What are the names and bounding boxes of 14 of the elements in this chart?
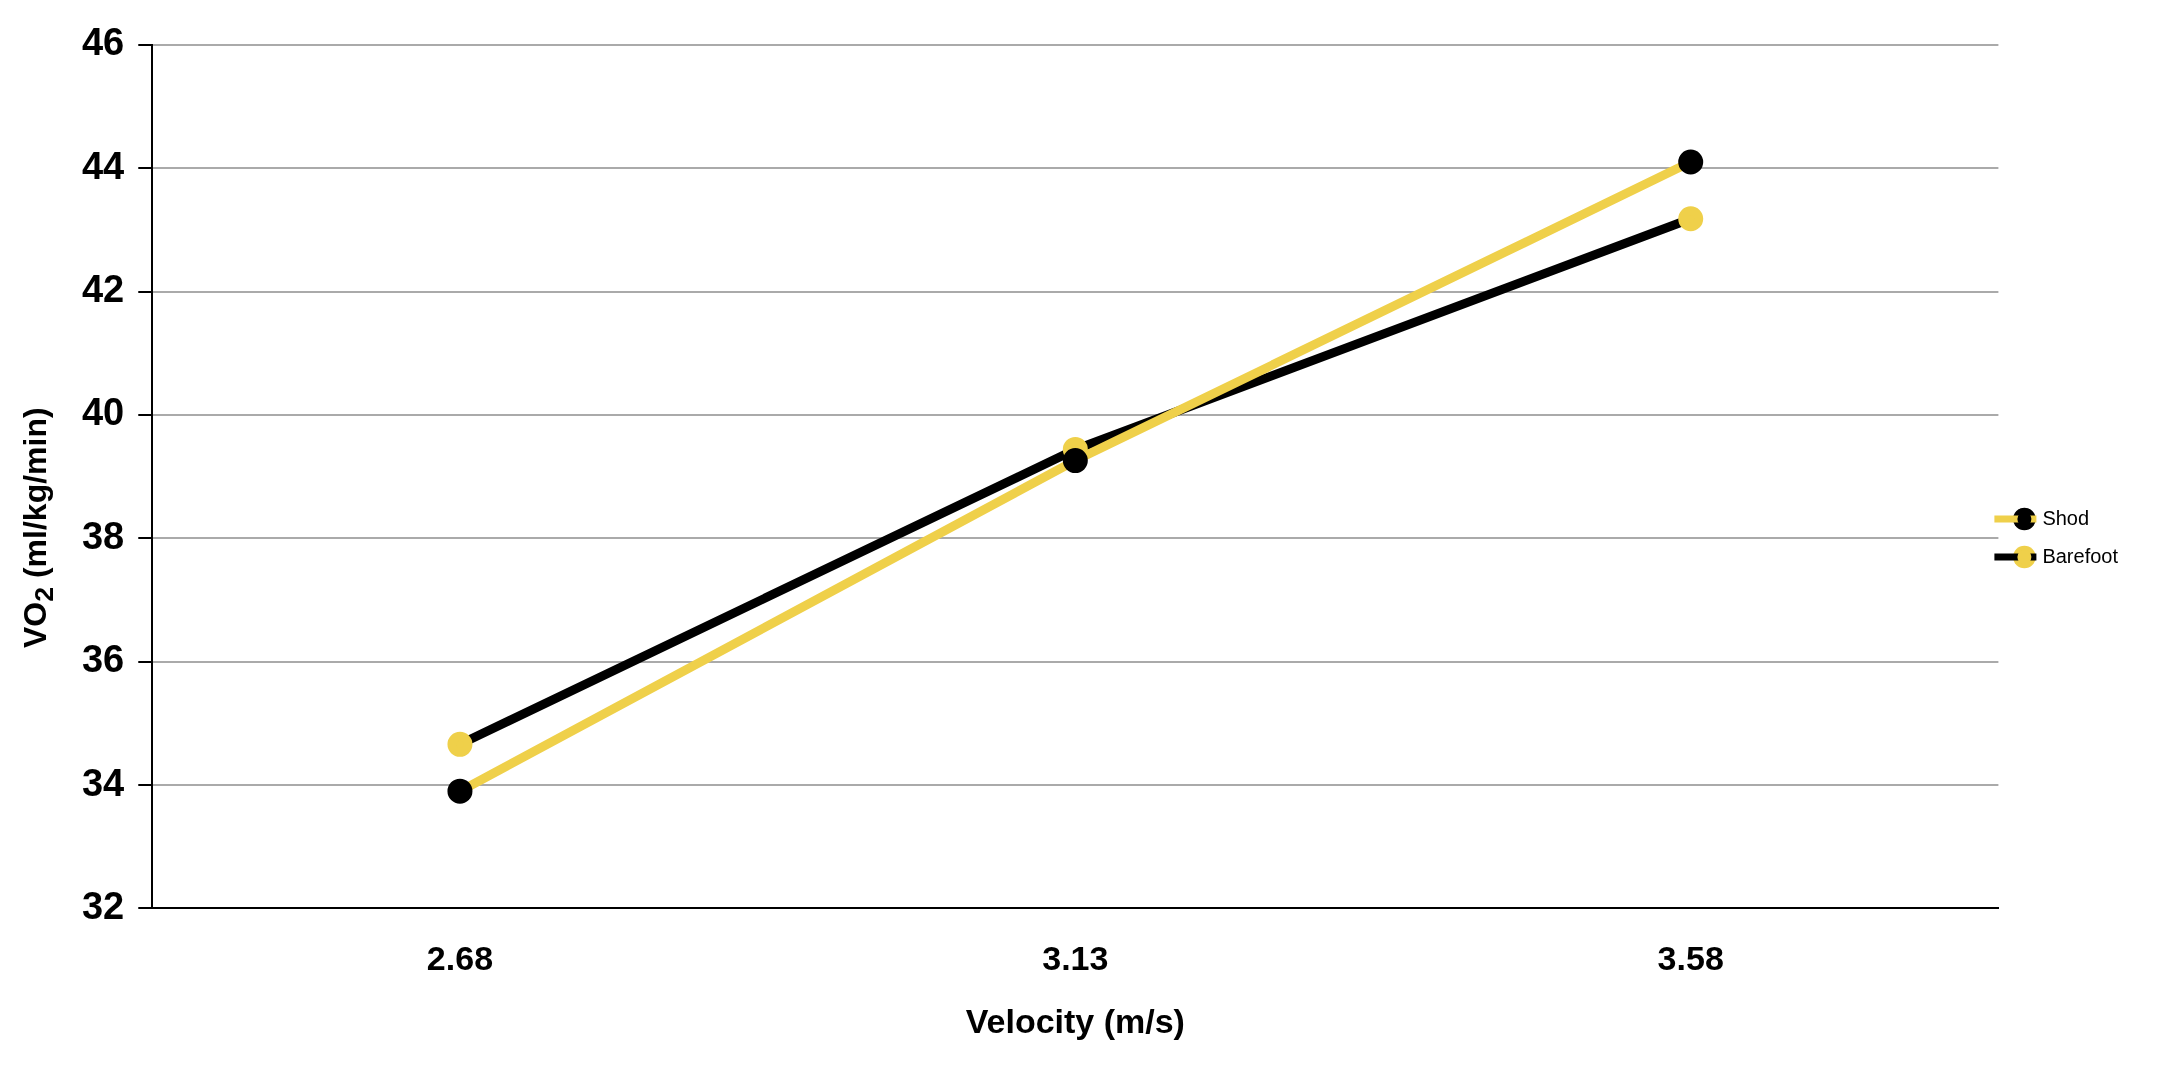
y-tick-label: 38 [81,514,125,557]
y-tick-label: 36 [81,638,125,681]
y-tick-label: 32 [81,884,125,927]
y-tick-label: 44 [81,144,125,187]
x-tick-label: 3.13 [1042,939,1109,978]
y-tick-label: 42 [81,268,125,311]
x-axis-title: Velocity (m/s) [965,1001,1185,1040]
legend-label: Shod [2042,506,2090,529]
y-tick-label: 46 [81,21,125,64]
x-tick-label: 2.68 [426,939,494,978]
x-tick-label: 3.58 [1657,939,1724,978]
legend-label: Barefoot [2042,544,2119,567]
y-tick-label: 40 [81,391,125,434]
y-tick-label: 34 [81,761,125,804]
